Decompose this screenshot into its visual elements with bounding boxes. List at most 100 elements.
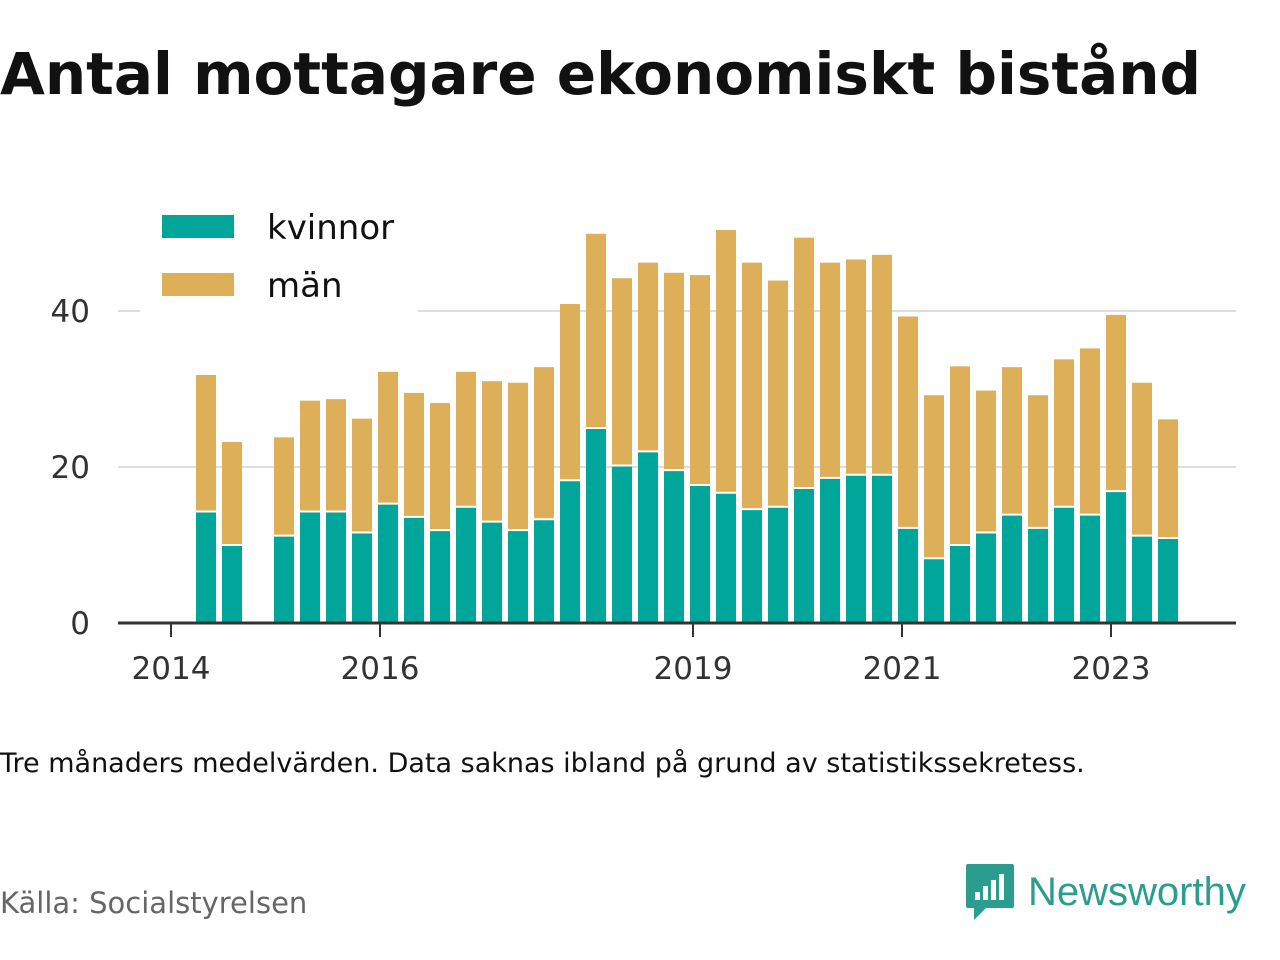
bar-stack[interactable]	[300, 400, 320, 623]
bar-kvinnor[interactable]	[1002, 514, 1022, 623]
bar-stack[interactable]	[508, 382, 528, 623]
bar-stack[interactable]	[222, 442, 242, 623]
bar-man[interactable]	[690, 275, 710, 485]
bar-man[interactable]	[768, 280, 788, 507]
bar-kvinnor[interactable]	[950, 545, 970, 623]
bar-stack[interactable]	[1028, 395, 1048, 623]
bar-stack[interactable]	[742, 262, 762, 623]
bar-man[interactable]	[1106, 314, 1126, 492]
bar-man[interactable]	[404, 392, 424, 517]
bar-kvinnor[interactable]	[1158, 537, 1178, 623]
bar-kvinnor[interactable]	[430, 530, 450, 623]
bar-man[interactable]	[1054, 359, 1074, 507]
bar-kvinnor[interactable]	[638, 451, 658, 623]
bar-kvinnor[interactable]	[664, 470, 684, 623]
bar-man[interactable]	[534, 367, 554, 520]
bar-stack[interactable]	[690, 275, 710, 623]
bar-man[interactable]	[1080, 348, 1100, 515]
bar-stack[interactable]	[404, 392, 424, 623]
bar-man[interactable]	[378, 371, 398, 504]
bar-stack[interactable]	[560, 303, 580, 623]
bar-man[interactable]	[872, 254, 892, 475]
bar-stack[interactable]	[1002, 367, 1022, 623]
bar-man[interactable]	[742, 262, 762, 510]
bar-man[interactable]	[612, 278, 632, 466]
bar-stack[interactable]	[638, 262, 658, 623]
bar-kvinnor[interactable]	[872, 474, 892, 623]
bar-kvinnor[interactable]	[222, 545, 242, 623]
bar-stack[interactable]	[586, 233, 606, 623]
bar-kvinnor[interactable]	[768, 506, 788, 623]
bar-man[interactable]	[456, 371, 476, 507]
bar-man[interactable]	[586, 233, 606, 428]
bar-stack[interactable]	[1106, 314, 1126, 623]
bar-man[interactable]	[976, 390, 996, 533]
bar-man[interactable]	[196, 374, 216, 512]
bar-man[interactable]	[950, 366, 970, 545]
bar-kvinnor[interactable]	[820, 477, 840, 623]
bar-stack[interactable]	[846, 259, 866, 623]
bar-man[interactable]	[430, 403, 450, 531]
bar-stack[interactable]	[794, 237, 814, 623]
bar-man[interactable]	[508, 382, 528, 531]
bar-man[interactable]	[1028, 395, 1048, 528]
bar-stack[interactable]	[196, 374, 216, 623]
bar-stack[interactable]	[976, 390, 996, 623]
bar-stack[interactable]	[378, 371, 398, 623]
bar-kvinnor[interactable]	[1028, 527, 1048, 623]
bar-kvinnor[interactable]	[1132, 535, 1152, 623]
bar-kvinnor[interactable]	[300, 511, 320, 623]
bar-man[interactable]	[846, 259, 866, 475]
bar-kvinnor[interactable]	[352, 532, 372, 623]
bar-kvinnor[interactable]	[716, 492, 736, 623]
bar-kvinnor[interactable]	[534, 519, 554, 623]
bar-man[interactable]	[664, 272, 684, 471]
bar-kvinnor[interactable]	[326, 511, 346, 623]
bar-stack[interactable]	[664, 272, 684, 623]
bar-stack[interactable]	[768, 280, 788, 623]
bar-kvinnor[interactable]	[924, 558, 944, 623]
bar-stack[interactable]	[326, 399, 346, 623]
bar-stack[interactable]	[482, 381, 502, 623]
bar-man[interactable]	[924, 395, 944, 559]
bar-kvinnor[interactable]	[482, 521, 502, 623]
bar-kvinnor[interactable]	[690, 484, 710, 623]
bar-kvinnor[interactable]	[898, 527, 918, 623]
bar-man[interactable]	[1002, 367, 1022, 515]
bar-man[interactable]	[326, 399, 346, 512]
bar-man[interactable]	[300, 400, 320, 512]
bar-man[interactable]	[274, 437, 294, 536]
bar-kvinnor[interactable]	[196, 511, 216, 623]
bar-man[interactable]	[352, 418, 372, 533]
bar-man[interactable]	[1132, 382, 1152, 536]
bar-stack[interactable]	[716, 229, 736, 623]
bar-kvinnor[interactable]	[846, 474, 866, 623]
bar-stack[interactable]	[612, 278, 632, 623]
brand-logo[interactable]: Newsworthy	[964, 862, 1246, 922]
bar-stack[interactable]	[534, 367, 554, 623]
bar-stack[interactable]	[1158, 419, 1178, 623]
bar-stack[interactable]	[950, 366, 970, 623]
bar-stack[interactable]	[1054, 359, 1074, 623]
bar-stack[interactable]	[924, 395, 944, 623]
bar-kvinnor[interactable]	[404, 516, 424, 623]
bar-man[interactable]	[482, 381, 502, 522]
bar-kvinnor[interactable]	[742, 509, 762, 623]
bar-kvinnor[interactable]	[794, 488, 814, 623]
bar-stack[interactable]	[456, 371, 476, 623]
bar-stack[interactable]	[898, 316, 918, 623]
bar-man[interactable]	[794, 237, 814, 489]
bar-man[interactable]	[898, 316, 918, 528]
bar-kvinnor[interactable]	[378, 503, 398, 623]
bar-man[interactable]	[222, 442, 242, 545]
bar-kvinnor[interactable]	[976, 532, 996, 623]
bar-kvinnor[interactable]	[586, 428, 606, 623]
bar-man[interactable]	[716, 229, 736, 493]
bar-stack[interactable]	[820, 262, 840, 623]
bar-kvinnor[interactable]	[1106, 491, 1126, 623]
bar-kvinnor[interactable]	[508, 530, 528, 623]
bar-kvinnor[interactable]	[560, 480, 580, 623]
bar-man[interactable]	[560, 303, 580, 481]
bar-kvinnor[interactable]	[456, 506, 476, 623]
bar-stack[interactable]	[430, 403, 450, 623]
